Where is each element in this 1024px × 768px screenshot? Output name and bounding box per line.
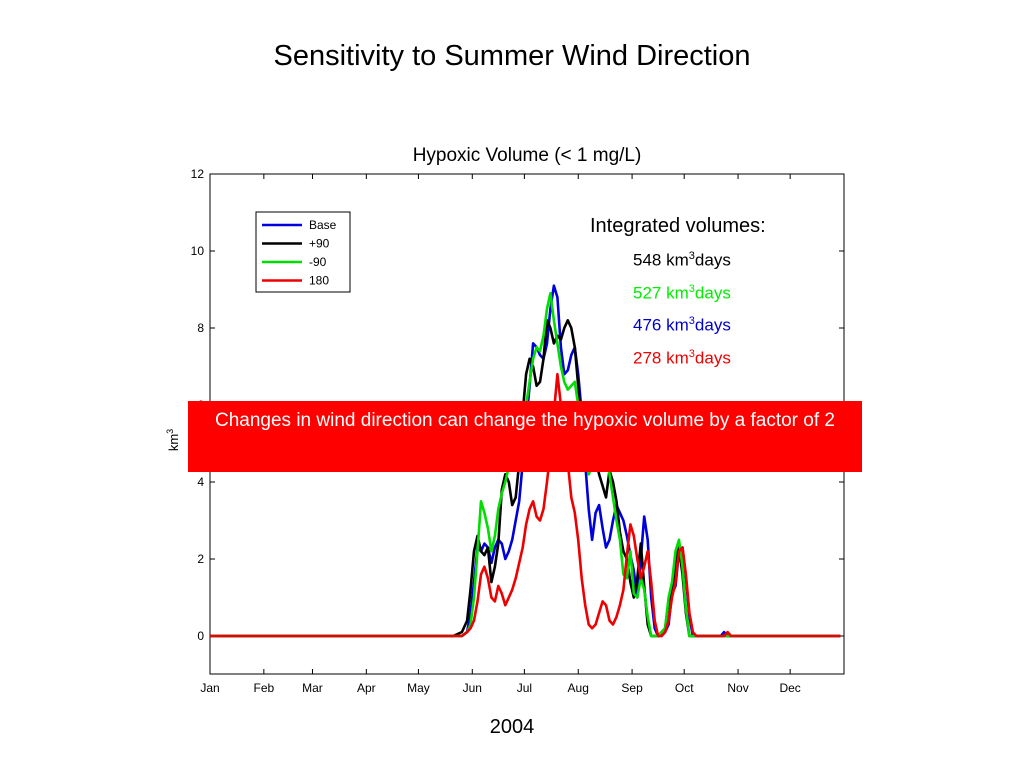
integrated-volume-unit-suffix: days — [694, 283, 731, 303]
legend-label: 180 — [309, 274, 329, 288]
chart-legend: Base +90 -90 180 — [255, 211, 351, 293]
integrated-volume-unit-exponent: 3 — [688, 315, 695, 328]
integrated-volume-unit-exponent: 3 — [688, 250, 695, 262]
integrated-volume-unit-exponent: 3 — [688, 347, 695, 360]
integrated-volume-unit-suffix: days — [694, 348, 731, 368]
integrated-volume-value: 476 — [633, 315, 662, 335]
integrated-volumes-panel: Integrated volumes: 548 km3days 527 km3da… — [590, 212, 810, 373]
integrated-volume-unit: km — [666, 283, 689, 303]
integrated-volume-item: 476 km3days — [590, 307, 810, 340]
x-tick-label: Jun — [463, 681, 482, 695]
x-tick-label: May — [407, 681, 430, 695]
integrated-volume-unit-suffix: days — [694, 250, 731, 270]
x-tick-label: Nov — [727, 681, 748, 695]
x-tick-label: Feb — [254, 681, 275, 695]
integrated-volume-unit: km — [666, 348, 689, 368]
x-tick-label: Sep — [621, 681, 643, 695]
x-tick-label: Apr — [357, 681, 376, 695]
y-tick-label: 10 — [191, 244, 205, 258]
y-tick-label: 0 — [197, 629, 204, 643]
integrated-volume-item: 527 km3days — [590, 275, 810, 308]
y-tick-label: 12 — [191, 167, 205, 181]
integrated-volume-value: 548 — [633, 250, 662, 270]
series-line-180 — [210, 372, 841, 638]
x-tick-label: Aug — [568, 681, 589, 695]
x-tick-label: Jan — [200, 681, 219, 695]
year-label: 2004 — [489, 716, 535, 738]
y-axis-label: km3 — [165, 429, 181, 451]
x-tick-label: Oct — [675, 681, 694, 695]
integrated-volume-unit: km — [666, 250, 689, 270]
legend-label: -90 — [309, 255, 327, 269]
y-axis-label-exponent: 3 — [165, 429, 175, 434]
y-tick-label: 2 — [197, 552, 204, 566]
integrated-volume-unit-suffix: days — [694, 315, 731, 335]
integrated-volume-value: 527 — [633, 283, 662, 303]
x-tick-label: Mar — [302, 681, 323, 695]
callout-banner: Changes in wind direction can change the… — [188, 401, 862, 472]
y-tick-label: 8 — [197, 321, 204, 335]
integrated-volume-value: 278 — [633, 348, 662, 368]
integrated-volume-item: 278 km3days — [590, 340, 810, 373]
legend-label: Base — [309, 218, 337, 232]
chart-title: Hypoxic Volume (< 1 mg/L) — [412, 145, 642, 166]
integrated-volume-unit: km — [666, 315, 689, 335]
integrated-volume-item: 548 km3days — [590, 242, 810, 275]
slide-title: Sensitivity to Summer Wind Direction — [273, 40, 751, 72]
y-tick-label: 4 — [197, 475, 204, 489]
legend-label: +90 — [309, 237, 330, 251]
integrated-volume-unit-exponent: 3 — [688, 282, 695, 295]
integrated-volumes-heading: Integrated volumes: — [590, 215, 766, 237]
y-axis-label-unit: km — [166, 434, 181, 451]
x-tick-label: Dec — [779, 681, 800, 695]
x-tick-label: Jul — [517, 681, 532, 695]
